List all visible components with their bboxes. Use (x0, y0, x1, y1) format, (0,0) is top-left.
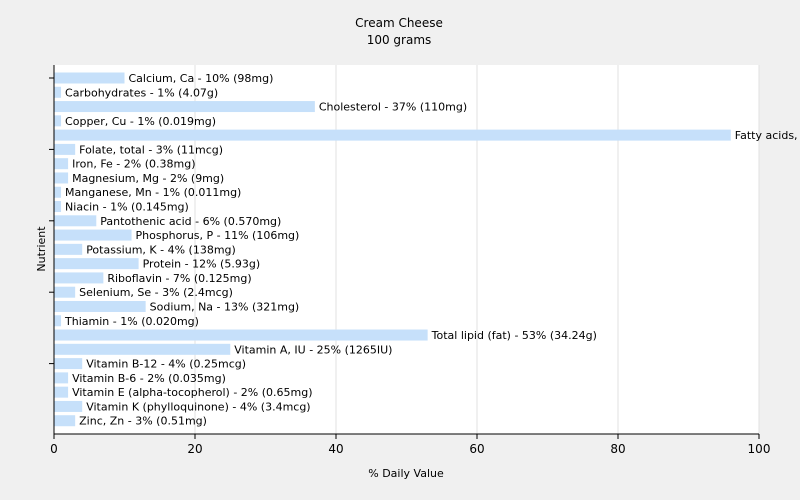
x-tick-label-2: 40 (328, 442, 343, 456)
x-tick-label-1: 20 (187, 442, 202, 456)
grid-lines (194, 65, 760, 434)
bar-10 (54, 215, 97, 227)
bar-19 (54, 343, 231, 355)
bar-label-7: Magnesium, Mg - 2% (9mg) (72, 172, 224, 185)
bar-label-3: Copper, Cu - 1% (0.019mg) (65, 115, 216, 128)
bar-label-24: Zinc, Zn - 3% (0.51mg) (79, 415, 207, 428)
bar-12 (54, 243, 83, 255)
bar-11 (54, 229, 132, 241)
bar-label-23: Vitamin K (phylloquinone) - 4% (3.4mcg) (86, 400, 310, 413)
bar-15 (54, 286, 76, 298)
plot-area (54, 65, 759, 434)
x-tick-label-0: 0 (50, 442, 58, 456)
bar-label-21: Vitamin B-6 - 2% (0.035mg) (72, 372, 226, 385)
bar-label-6: Iron, Fe - 2% (0.38mg) (72, 158, 195, 171)
bar-label-18: Total lipid (fat) - 53% (34.24g) (431, 329, 597, 342)
bar-5 (54, 143, 76, 155)
bar-13 (54, 258, 139, 270)
bar-23 (54, 400, 83, 412)
bar-label-8: Manganese, Mn - 1% (0.011mg) (65, 186, 241, 199)
bar-label-12: Potassium, K - 4% (138mg) (86, 243, 236, 256)
bar-8 (54, 186, 62, 198)
bar-label-16: Sodium, Na - 13% (321mg) (150, 300, 300, 313)
x-axis-title: % Daily Value (368, 467, 444, 480)
bar-label-14: Riboflavin - 7% (0.125mg) (107, 272, 251, 285)
bar-label-19: Vitamin A, IU - 25% (1265IU) (234, 343, 392, 356)
bar-label-20: Vitamin B-12 - 4% (0.25mcg) (86, 358, 246, 371)
y-axis-title: Nutrient (35, 226, 48, 272)
axes-group: 0 20 40 60 80 100 (49, 65, 770, 456)
bar-label-5: Folate, total - 3% (11mcg) (79, 143, 223, 156)
bar-label-2: Cholesterol - 37% (110mg) (319, 101, 467, 114)
x-tick-label-4: 80 (610, 442, 625, 456)
bar-3 (54, 115, 62, 127)
bar-label-13: Protein - 12% (5.93g) (143, 258, 261, 271)
bar-20 (54, 358, 83, 370)
bar-label-4: Fatty acids, total saturated - 96% (19.2… (735, 129, 800, 142)
bar-4 (54, 129, 731, 141)
bar-label-11: Phosphorus, P - 11% (106mg) (136, 229, 300, 242)
bar-2 (54, 101, 315, 113)
bar-22 (54, 386, 69, 398)
bar-16 (54, 300, 146, 312)
bar-label-9: Niacin - 1% (0.145mg) (65, 201, 189, 214)
bar-label-17: Thiamin - 1% (0.020mg) (64, 315, 199, 328)
chart-subtitle: 100 grams (367, 33, 432, 47)
bars-group: Calcium, Ca - 10% (98mg)Carbohydrates - … (54, 72, 800, 428)
bar-label-22: Vitamin E (alpha-tocopherol) - 2% (0.65m… (72, 386, 312, 399)
bar-14 (54, 272, 104, 284)
bar-24 (54, 415, 76, 427)
bar-9 (54, 201, 62, 213)
bar-1 (54, 86, 62, 98)
bar-label-10: Pantothenic acid - 6% (0.570mg) (100, 215, 281, 228)
chart-title: Cream Cheese (355, 16, 443, 30)
bar-21 (54, 372, 69, 384)
bar-18 (54, 329, 428, 341)
bar-0 (54, 72, 125, 84)
bar-6 (54, 158, 69, 170)
x-tick-label-3: 60 (469, 442, 484, 456)
bar-label-1: Carbohydrates - 1% (4.07g) (65, 86, 218, 99)
x-tick-label-5: 100 (748, 442, 771, 456)
bar-7 (54, 172, 69, 184)
bar-label-15: Selenium, Se - 3% (2.4mcg) (79, 286, 233, 299)
bar-label-0: Calcium, Ca - 10% (98mg) (129, 72, 274, 85)
bar-17 (54, 315, 62, 327)
